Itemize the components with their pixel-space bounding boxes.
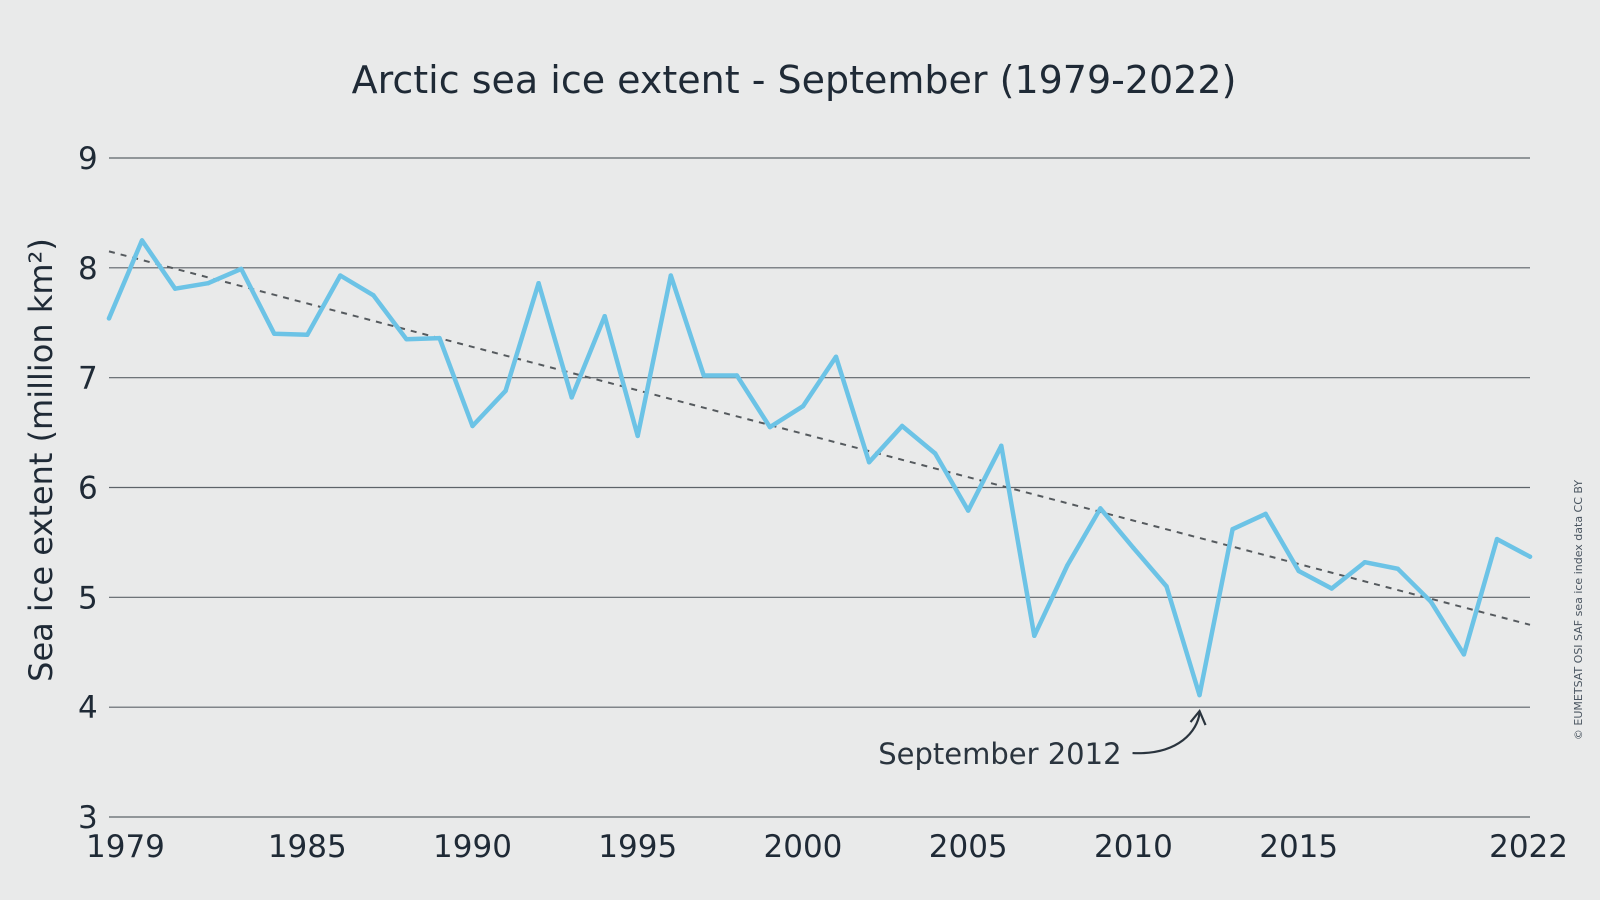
data-point-1991 [503,388,508,394]
chart-title: Arctic sea ice extent - September (1979-… [352,58,1237,102]
data-point-1996 [668,273,673,278]
annotation-arrow-head [1189,708,1207,726]
data-point-1999 [767,424,773,430]
data-point-2012 [1197,692,1202,698]
data-point-1994 [602,313,607,319]
data-point-2000 [800,404,806,409]
data-point-1982 [205,281,211,286]
data-point-1997 [701,373,707,378]
data-points [106,238,1533,698]
y-axis-label: Sea ice extent (million km²) [22,238,60,682]
y-tick-3: 3 [78,800,98,836]
data-point-1995 [635,433,640,439]
data-point-1992 [536,281,541,286]
x-tick-2015: 2015 [1259,829,1338,865]
image-credit: © EUMETSAT OSI SAF sea ice index data CC… [1572,480,1585,740]
x-tick-2005: 2005 [929,829,1008,865]
data-point-2001 [833,354,839,359]
data-point-2019 [1428,599,1434,604]
data-point-1987 [371,293,376,298]
data-point-2011 [1164,584,1169,589]
data-point-1993 [569,395,574,400]
data-point-2013 [1230,527,1235,532]
data-point-2020 [1461,652,1467,657]
data-point-2003 [899,423,905,429]
data-point-1988 [404,337,409,342]
data-point-1985 [305,332,310,338]
data-point-1986 [338,273,343,278]
data-point-1983 [238,266,244,272]
y-tick-7: 7 [78,361,98,397]
y-tick-9: 9 [78,141,98,177]
data-point-2002 [866,460,872,465]
y-tick-8: 8 [78,251,98,287]
data-point-2022 [1527,554,1533,559]
gridlines [109,157,1530,818]
y-tick-labels: 3 4 5 6 7 8 9 [78,141,98,836]
data-point-1979 [106,316,112,321]
data-point-2008 [1065,563,1070,568]
data-point-2018 [1395,566,1401,571]
data-point-1981 [172,286,178,291]
y-tick-6: 6 [78,471,98,507]
data-point-2009 [1098,506,1103,511]
data-point-1990 [470,423,475,429]
annotation-arrow [1132,712,1201,755]
x-tick-1990: 1990 [433,829,512,865]
y-tick-5: 5 [78,580,98,616]
x-tick-1985: 1985 [268,829,347,865]
data-point-2017 [1362,559,1367,565]
data-point-2004 [932,451,938,456]
data-point-2007 [1032,633,1037,638]
data-point-1984 [272,331,277,336]
data-point-2016 [1329,586,1334,591]
x-tick-1979: 1979 [86,829,165,865]
x-tick-1995: 1995 [598,829,677,865]
x-tick-2000: 2000 [764,829,843,865]
data-point-2014 [1263,511,1268,517]
y-tick-4: 4 [78,690,98,726]
data-point-1980 [139,238,145,243]
x-tick-labels: 1979 1985 1990 1995 2000 2005 2010 2015 2022 [86,829,1568,865]
data-point-2015 [1296,568,1301,574]
data-point-2005 [966,508,971,513]
data-point-1998 [734,373,740,378]
series-line-sea-ice-extent [106,238,1533,698]
x-tick-2022: 2022 [1489,829,1568,865]
data-point-2010 [1131,545,1136,551]
data-point-2006 [999,443,1004,448]
x-tick-2010: 2010 [1094,829,1173,865]
annotation-september-2012: September 2012 [878,737,1121,771]
data-point-1989 [437,335,442,341]
data-point-2021 [1494,536,1500,542]
